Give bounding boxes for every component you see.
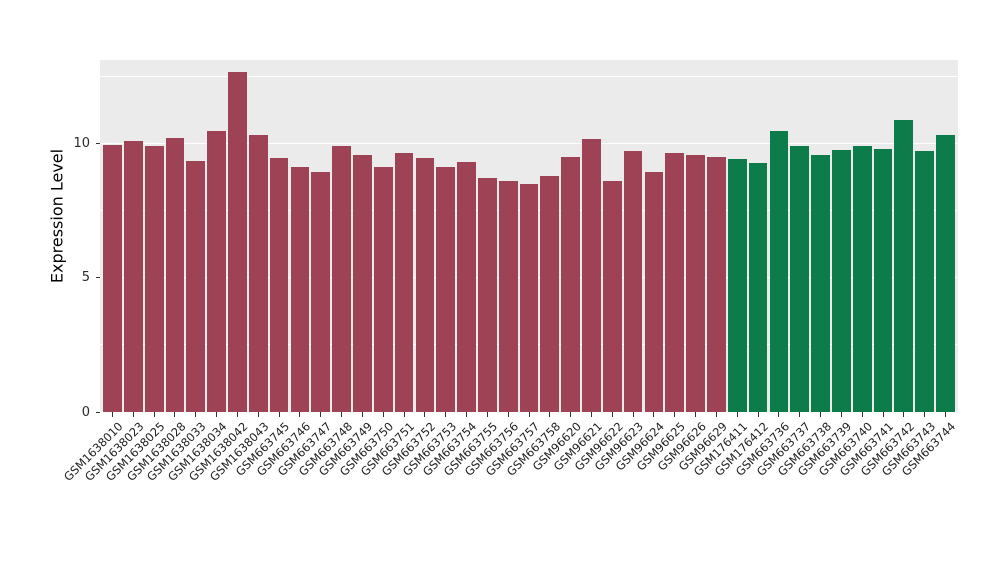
- bar: [332, 146, 351, 412]
- x-tick-mark: [757, 412, 759, 417]
- bar: [665, 152, 685, 412]
- bar: [894, 120, 914, 412]
- x-tick-mark: [257, 412, 259, 417]
- y-tick-label: 0: [81, 404, 90, 420]
- bar: [602, 180, 622, 412]
- bar: [311, 171, 331, 412]
- x-tick-mark: [507, 412, 509, 417]
- x-tick-mark: [882, 412, 884, 417]
- x-tick-mark: [903, 412, 905, 417]
- x-tick-mark: [174, 412, 176, 417]
- x-tick-mark: [924, 412, 926, 417]
- bar: [477, 178, 497, 412]
- minor-gridline: [100, 75, 958, 77]
- x-tick-mark: [341, 412, 343, 417]
- bar: [415, 158, 435, 412]
- bar: [915, 151, 935, 412]
- y-tick-mark: [95, 142, 100, 144]
- bar: [852, 146, 872, 412]
- x-tick-mark: [570, 412, 572, 417]
- bar: [290, 167, 310, 412]
- x-tick-mark: [549, 412, 551, 417]
- bar: [165, 137, 185, 412]
- bar: [686, 155, 705, 412]
- bar: [373, 167, 393, 412]
- y-axis-title: Expression Level: [48, 149, 67, 283]
- x-tick-mark: [236, 412, 238, 417]
- bar: [186, 160, 206, 412]
- x-tick-mark: [528, 412, 530, 417]
- bar: [353, 155, 372, 412]
- x-tick-mark: [590, 412, 592, 417]
- bar: [561, 156, 580, 412]
- x-tick-mark: [278, 412, 280, 417]
- bar: [582, 139, 601, 412]
- major-gridline: [100, 142, 958, 145]
- x-tick-mark: [111, 412, 113, 417]
- x-tick-mark: [695, 412, 697, 417]
- bar: [248, 135, 268, 412]
- x-tick-mark: [153, 412, 155, 417]
- x-tick-mark: [445, 412, 447, 417]
- bar: [519, 183, 539, 412]
- bar: [769, 131, 789, 412]
- x-tick-mark: [632, 412, 634, 417]
- bar: [457, 162, 476, 412]
- bar: [144, 146, 164, 412]
- bar: [269, 158, 289, 412]
- bar: [228, 72, 247, 412]
- x-tick-mark: [195, 412, 197, 417]
- bar: [207, 131, 226, 412]
- x-tick-mark: [486, 412, 488, 417]
- x-tick-mark: [424, 412, 426, 417]
- bar: [623, 151, 643, 412]
- bar: [436, 167, 456, 412]
- bar: [707, 156, 726, 412]
- x-tick-mark: [611, 412, 613, 417]
- x-tick-mark: [736, 412, 738, 417]
- bar: [394, 152, 414, 412]
- bar: [644, 171, 664, 412]
- x-tick-mark: [382, 412, 384, 417]
- bar: [498, 180, 518, 412]
- x-tick-mark: [945, 412, 946, 417]
- x-tick-mark: [403, 412, 405, 417]
- y-tick-label: 10: [73, 135, 90, 151]
- x-tick-mark: [674, 412, 676, 417]
- x-tick-mark: [320, 412, 322, 417]
- y-tick-label: 5: [81, 270, 90, 286]
- bar: [748, 163, 768, 412]
- bar: [832, 150, 851, 412]
- y-tick-mark: [95, 277, 100, 279]
- bar: [790, 146, 810, 412]
- chart-panel: [100, 60, 958, 413]
- y-axis-title-text: Expression Level: [47, 148, 67, 284]
- x-tick-mark: [361, 412, 363, 417]
- x-tick-mark: [799, 412, 801, 417]
- x-tick-mark: [715, 412, 717, 417]
- x-tick-mark: [132, 412, 134, 417]
- bar: [540, 175, 560, 412]
- bar: [727, 159, 747, 412]
- x-tick-mark: [653, 412, 655, 417]
- x-tick-mark: [216, 412, 218, 417]
- x-tick-mark: [820, 412, 822, 417]
- bar: [873, 148, 893, 412]
- x-tick-mark: [299, 412, 301, 417]
- x-tick-mark: [466, 412, 468, 417]
- bar: [936, 135, 955, 412]
- bar: [811, 155, 830, 412]
- bar: [103, 144, 122, 412]
- y-tick-mark: [95, 411, 100, 413]
- x-tick-mark: [861, 412, 863, 417]
- x-tick-mark: [778, 412, 780, 417]
- x-tick-mark: [840, 412, 842, 417]
- bar: [123, 140, 143, 412]
